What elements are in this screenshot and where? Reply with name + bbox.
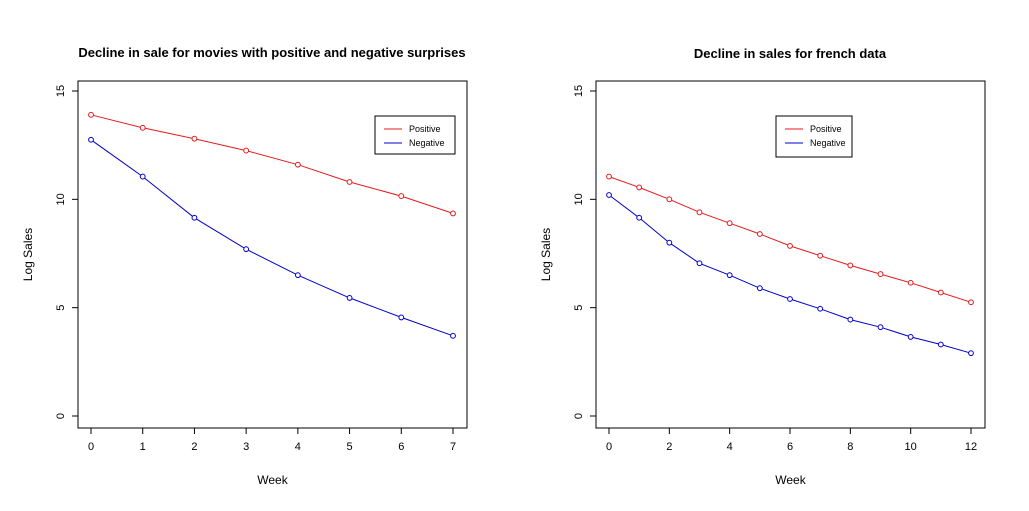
x-tick-label: 4 [727, 441, 733, 453]
data-point [88, 136, 94, 143]
data-point [937, 341, 944, 348]
data-point [450, 210, 456, 217]
series-line [90, 114, 454, 214]
chart-panel-1: Decline in sale for movies with positive… [21, 45, 468, 487]
data-point [139, 124, 146, 131]
x-tick-label: 0 [88, 441, 94, 453]
legend: Positive Negative [775, 115, 853, 158]
data-point [968, 299, 974, 306]
x-tick-label: 3 [243, 441, 249, 453]
series-line [608, 176, 972, 303]
legend-box [374, 115, 456, 155]
data-point [968, 350, 974, 357]
x-tick-label: 6 [787, 441, 793, 453]
legend: Positive Negative [374, 115, 456, 155]
data-point [88, 111, 94, 118]
x-axis-label: Week [257, 473, 288, 487]
chart-panel-2: Decline in sales for french data 0 2 4 6 8 10 1… [539, 46, 986, 487]
data-point [606, 173, 612, 180]
series-positive [606, 173, 974, 306]
x-tick-label: 1 [140, 441, 146, 453]
data-point [606, 192, 612, 198]
data-point [346, 295, 353, 301]
legend-entry: Negative [810, 138, 846, 148]
legend-entry: Positive [810, 124, 842, 134]
y-tick-label: 0 [55, 413, 67, 419]
y-tick-label: 0 [573, 413, 585, 419]
y-tick-label: 5 [573, 305, 585, 311]
data-point [346, 179, 353, 185]
y-tick-label: 15 [573, 85, 585, 97]
y-tick-label: 10 [55, 193, 67, 205]
data-point [756, 231, 763, 237]
data-point [243, 246, 250, 253]
legend-entry: Negative [409, 138, 445, 148]
data-point [726, 272, 733, 279]
data-point [877, 271, 884, 277]
data-point [398, 193, 405, 199]
series-positive [88, 111, 456, 217]
data-point [139, 173, 146, 180]
data-point [636, 214, 643, 221]
data-point [726, 220, 733, 227]
x-tick-label: 10 [905, 441, 917, 453]
data-point [787, 296, 793, 302]
data-point [666, 239, 673, 246]
x-tick-label: 2 [191, 441, 197, 453]
x-tick-label: 2 [666, 441, 672, 453]
x-axis-label: Week [775, 473, 806, 487]
chart-title: Decline in sale for movies with positive… [78, 45, 465, 60]
x-tick-label: 8 [847, 441, 853, 453]
data-point [847, 316, 854, 323]
data-point [294, 161, 301, 168]
data-point [907, 334, 914, 340]
data-point [847, 262, 854, 269]
data-point [756, 285, 763, 292]
y-tick-label: 15 [55, 85, 67, 97]
series-negative [606, 192, 974, 357]
data-point [191, 135, 198, 142]
legend-box [775, 115, 853, 158]
data-point [191, 214, 198, 221]
data-point [294, 272, 301, 279]
y-tick-label: 5 [55, 305, 67, 311]
data-point [937, 289, 944, 296]
y-axis-label: Log Sales [539, 228, 553, 281]
data-point [817, 305, 824, 312]
data-point [817, 252, 824, 259]
data-point [636, 184, 643, 191]
x-tick-label: 4 [295, 441, 301, 453]
data-point [787, 243, 793, 249]
data-point [243, 147, 250, 154]
x-tick-label: 6 [398, 441, 404, 453]
data-point [907, 279, 914, 286]
data-point [398, 314, 405, 321]
x-tick-label: 0 [606, 441, 612, 453]
plot-frame [77, 80, 468, 429]
data-point [696, 260, 703, 267]
y-tick-label: 10 [573, 193, 585, 205]
data-point [450, 332, 456, 339]
series-line [608, 194, 972, 354]
chart-title: Decline in sales for french data [694, 46, 887, 61]
y-axis-label: Log Sales [21, 228, 35, 281]
x-tick-label: 12 [965, 441, 977, 453]
data-point [696, 209, 703, 216]
data-point [877, 324, 884, 331]
data-point [666, 196, 673, 203]
x-tick-label: 7 [450, 441, 456, 453]
legend-entry: Positive [409, 124, 441, 134]
series-line [90, 139, 454, 337]
series-negative [88, 136, 456, 339]
x-tick-label: 5 [347, 441, 353, 453]
